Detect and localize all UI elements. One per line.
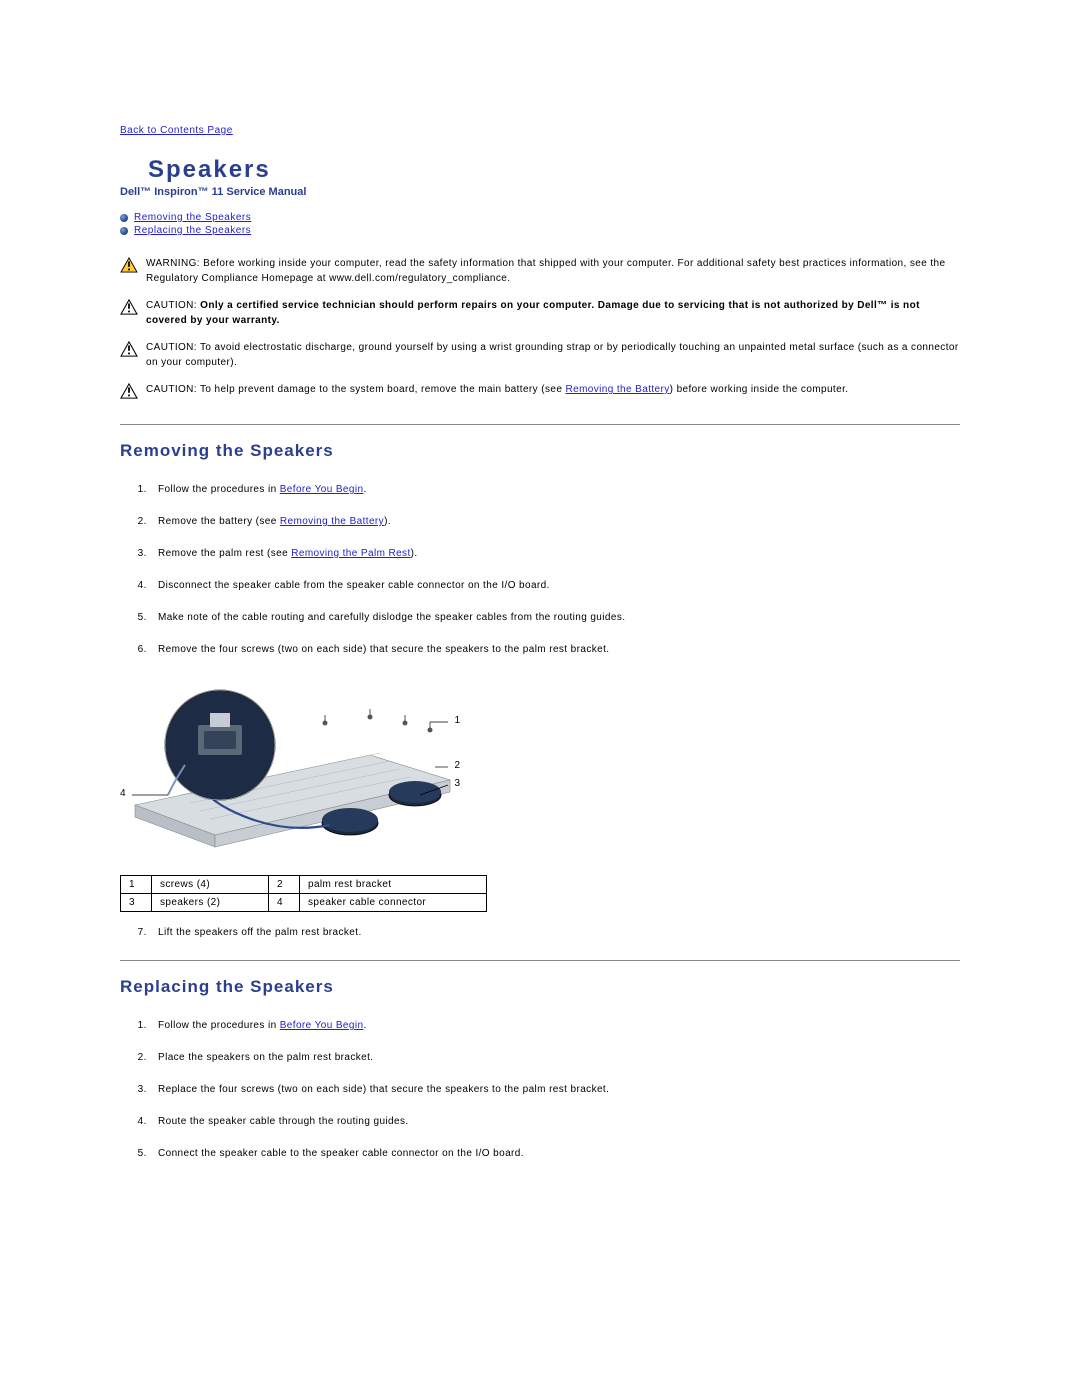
callout-4: 4: [120, 788, 126, 799]
caution-text: CAUTION: Only a certified service techni…: [146, 298, 960, 328]
step-item: Remove the palm rest (see Removing the P…: [150, 547, 960, 561]
removing-steps-cont: Lift the speakers off the palm rest brac…: [120, 926, 960, 940]
caution-label: CAUTION:: [146, 384, 197, 395]
step-item: Route the speaker cable through the rout…: [150, 1115, 960, 1129]
legend-num: 2: [269, 876, 300, 894]
warning-label: WARNING:: [146, 258, 200, 269]
callout-2: 2: [454, 760, 460, 771]
step-text: ).: [384, 516, 391, 527]
back-to-contents-link[interactable]: Back to Contents Page: [120, 125, 233, 136]
caution-body-after: ) before working inside the computer.: [670, 384, 849, 395]
caution-body-before: To help prevent damage to the system boa…: [200, 384, 566, 395]
caution-notice: CAUTION: To avoid electrostatic discharg…: [120, 340, 960, 370]
callout-1: 1: [454, 715, 460, 726]
toc-list: Removing the Speakers Replacing the Spea…: [120, 212, 960, 236]
caution-notice: CAUTION: To help prevent damage to the s…: [120, 382, 960, 404]
step-item: Replace the four screws (two on each sid…: [150, 1083, 960, 1097]
step-item: Remove the four screws (two on each side…: [150, 643, 960, 657]
replacing-heading: Replacing the Speakers: [120, 977, 960, 997]
caution-text: CAUTION: To help prevent damage to the s…: [146, 382, 960, 397]
warning-icon: [120, 257, 138, 278]
legend-num: 1: [121, 876, 152, 894]
removing-battery-link[interactable]: Removing the Battery: [565, 384, 669, 395]
before-you-begin-link[interactable]: Before You Begin: [280, 484, 364, 495]
speaker-diagram: 1 2 3 4: [120, 675, 460, 865]
step-item: Place the speakers on the palm rest brac…: [150, 1051, 960, 1065]
diagram-block: 1 2 3 4 1 screws (4) 2 palm rest bracket…: [120, 675, 960, 912]
caution-notice: CAUTION: Only a certified service techni…: [120, 298, 960, 328]
caution-icon: [120, 383, 138, 404]
removing-steps: Follow the procedures in Before You Begi…: [120, 483, 960, 657]
toc-item: Replacing the Speakers: [120, 225, 960, 236]
step-text: .: [363, 484, 366, 495]
caution-label: CAUTION:: [146, 300, 197, 311]
step-item: Lift the speakers off the palm rest brac…: [150, 926, 960, 940]
document-page: Back to Contents Page Speakers Dell™ Ins…: [0, 0, 1080, 1219]
step-item: Follow the procedures in Before You Begi…: [150, 483, 960, 497]
step-text: .: [363, 1020, 366, 1031]
removing-heading: Removing the Speakers: [120, 441, 960, 461]
removing-palm-rest-link[interactable]: Removing the Palm Rest: [291, 548, 410, 559]
step-text: Follow the procedures in: [158, 1020, 280, 1031]
step-text: ).: [411, 548, 418, 559]
caution-label: CAUTION:: [146, 342, 197, 353]
step-text: Remove the battery (see: [158, 516, 280, 527]
caution-icon: [120, 341, 138, 362]
caution-body: To avoid electrostatic discharge, ground…: [146, 342, 959, 368]
replacing-steps: Follow the procedures in Before You Begi…: [120, 1019, 960, 1161]
callout-3: 3: [454, 778, 460, 789]
before-you-begin-link[interactable]: Before You Begin: [280, 1020, 364, 1031]
step-item: Disconnect the speaker cable from the sp…: [150, 579, 960, 593]
table-row: 3 speakers (2) 4 speaker cable connector: [121, 894, 487, 912]
section-divider: [120, 960, 960, 961]
toc-link-replacing[interactable]: Replacing the Speakers: [134, 225, 251, 236]
legend-label: screws (4): [152, 876, 269, 894]
warning-notice: WARNING: Before working inside your comp…: [120, 256, 960, 286]
warning-body: Before working inside your computer, rea…: [146, 258, 945, 284]
table-row: 1 screws (4) 2 palm rest bracket: [121, 876, 487, 894]
step-text: Follow the procedures in: [158, 484, 280, 495]
warning-text: WARNING: Before working inside your comp…: [146, 256, 960, 286]
bullet-icon: [120, 227, 128, 235]
legend-label: palm rest bracket: [300, 876, 487, 894]
legend-num: 3: [121, 894, 152, 912]
legend-num: 4: [269, 894, 300, 912]
page-title: Speakers: [148, 156, 960, 184]
step-text: Remove the palm rest (see: [158, 548, 291, 559]
legend-table: 1 screws (4) 2 palm rest bracket 3 speak…: [120, 875, 487, 912]
caution-bold-body: Only a certified service technician shou…: [146, 300, 920, 326]
caution-icon: [120, 299, 138, 320]
page-subtitle: Dell™ Inspiron™ 11 Service Manual: [120, 186, 960, 198]
toc-link-removing[interactable]: Removing the Speakers: [134, 212, 251, 223]
step-item: Follow the procedures in Before You Begi…: [150, 1019, 960, 1033]
legend-label: speakers (2): [152, 894, 269, 912]
step-item: Remove the battery (see Removing the Bat…: [150, 515, 960, 529]
legend-label: speaker cable connector: [300, 894, 487, 912]
caution-text: CAUTION: To avoid electrostatic discharg…: [146, 340, 960, 370]
step-item: Make note of the cable routing and caref…: [150, 611, 960, 625]
section-divider: [120, 424, 960, 425]
bullet-icon: [120, 214, 128, 222]
toc-item: Removing the Speakers: [120, 212, 960, 223]
step-item: Connect the speaker cable to the speaker…: [150, 1147, 960, 1161]
removing-battery-link[interactable]: Removing the Battery: [280, 516, 384, 527]
